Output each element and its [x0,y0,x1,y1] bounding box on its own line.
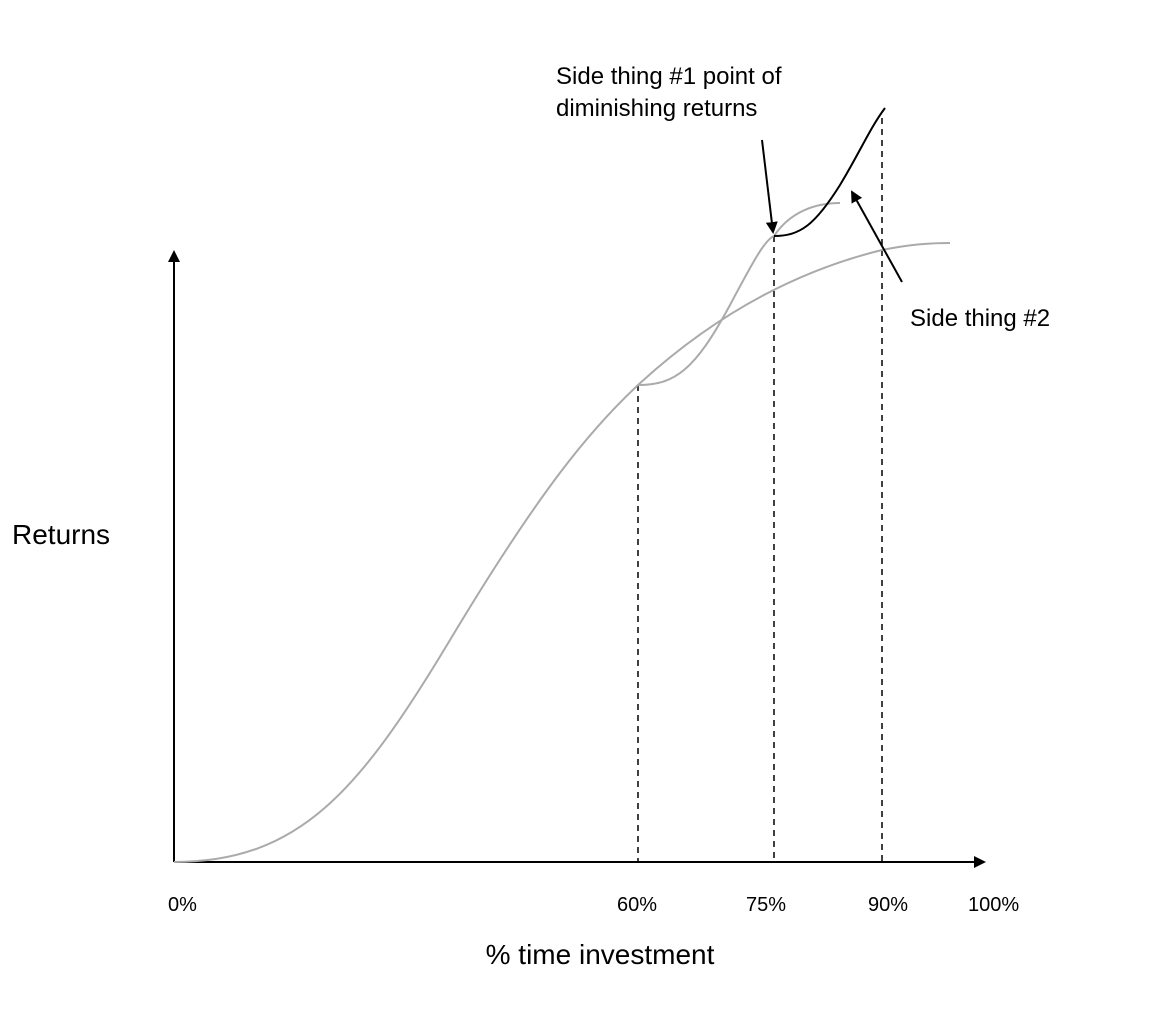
x-tick-label: 75% [746,894,786,916]
y-axis-label: Returns [12,519,110,550]
x-tick-label: 60% [617,894,657,916]
annotation-text: Side thing #2 [910,305,1050,332]
side-curve-1 [637,202,841,386]
main-curve [173,242,951,863]
x-tick-label: 0% [168,894,197,916]
annotation-arrow [761,139,778,234]
annotation-text: Side thing #1 point of [556,63,782,90]
annotation-text: diminishing returns [556,95,757,122]
side-curve-2 [773,107,886,237]
x-tick-label: 100% [968,894,1019,916]
x-tick-label: 90% [868,894,908,916]
annotation-arrow [851,190,903,283]
x-axis-label: % time investment [486,939,715,970]
